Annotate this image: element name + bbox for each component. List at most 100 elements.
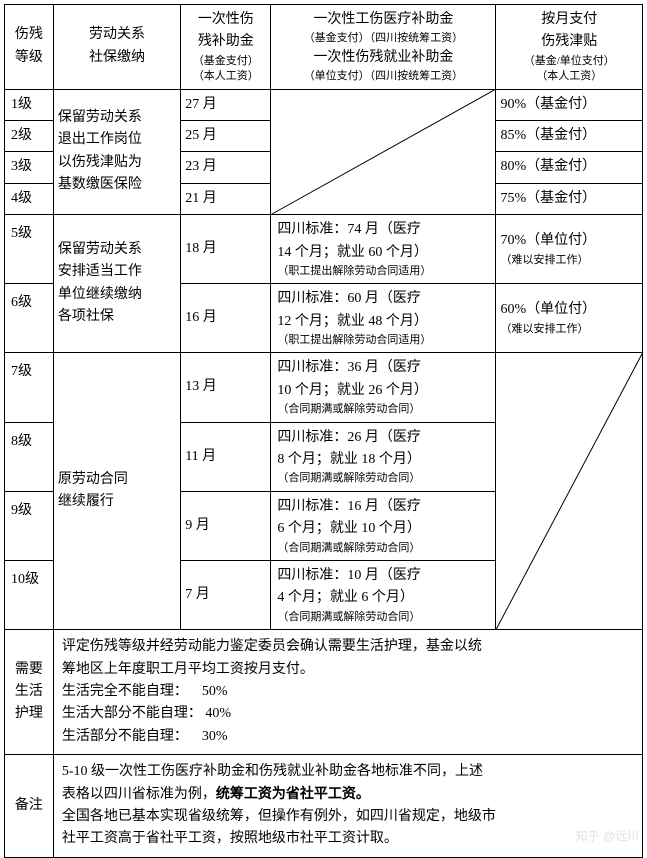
text: 4 个月；就业 6 个月） [277,590,414,605]
header-medical-employment: 一次性工伤医疗补助金 （基金支付）（四川按统筹工资） 一次性伤残就业补助金 （单… [271,5,496,90]
text: 一次性伤残就业补助金 [313,50,453,65]
text: 12 个月；就业 48 个月） [277,314,428,329]
months-cell: 11 月 [181,422,271,491]
text: 四川标准：10 月（医疗 [277,568,421,583]
months-cell: 7 月 [181,560,271,629]
row-grade-5: 5级 保留劳动关系 安排适当工作 单位继续缴纳 各项社保 18 月 四川标准：7… [5,215,643,284]
sub: （合同期满或解除劳动合同） [277,402,491,417]
standard-cell: 四川标准：74 月（医疗 14 个月；就业 60 个月） （职工提出解除劳动合同… [271,215,496,284]
text: 基数缴医保险 [58,177,142,192]
text: 筹地区上年度职工月平均工资按月支付。 [62,662,314,677]
text: 按月支付 [541,12,597,27]
sub: （难以安排工作） [500,253,638,268]
standard-cell: 四川标准：60 月（医疗 12 个月；就业 48 个月） （职工提出解除劳动合同… [271,284,496,353]
text: 70%（单位付） [500,233,596,248]
grade-cell: 1级 [5,89,54,120]
empty-diagonal-cell [271,89,496,215]
header-lumpsum: 一次性伤 残补助金 （基金支付） （本人工资） [181,5,271,90]
text: 表格以四川省标准为例， [62,787,216,802]
grade-cell: 7级 [5,353,54,422]
allowance-cell: 90%（基金付） [496,89,643,120]
text: 护理 [15,706,43,721]
text: 14 个月；就业 60 个月） [277,245,428,260]
text: 社平工资高于省社平工资，按照地级市社平工资计取。 [62,831,398,846]
text: 劳动关系 [89,27,145,42]
months-cell: 13 月 [181,353,271,422]
standard-cell: 四川标准：26 月（医疗 8 个月；就业 18 个月） （合同期满或解除劳动合同… [271,422,496,491]
sub: （职工提出解除劳动合同适用） [277,264,491,279]
text: 需要 [15,662,43,677]
sub: （本人工资） [185,69,266,84]
header-labor: 劳动关系 社保缴纳 [53,5,180,90]
text: 各项社保 [58,309,114,324]
months-cell: 21 月 [181,183,271,214]
text: 5-10 级一次性工伤医疗补助金和伤残就业补助金各地标准不同，上述 [62,764,483,779]
header-row: 伤残 等级 劳动关系 社保缴纳 一次性伤 残补助金 （基金支付） （本人工资） … [5,5,643,90]
labor-group-2: 保留劳动关系 安排适当工作 单位继续缴纳 各项社保 [53,215,180,353]
text: 社保缴纳 [89,50,145,65]
row-note: 备注 5-10 级一次性工伤医疗补助金和伤残就业补助金各地标准不同，上述 表格以… [5,755,643,858]
text: 生活 [15,684,43,699]
note-content: 5-10 级一次性工伤医疗补助金和伤残就业补助金各地标准不同，上述 表格以四川省… [53,755,642,858]
allowance-cell: 85%（基金付） [496,120,643,151]
text: 四川标准：74 月（医疗 [277,222,421,237]
sub: （合同期满或解除劳动合同） [277,541,491,556]
text: 保留劳动关系 [58,110,142,125]
sub: （基金/单位支付） [500,54,638,69]
months-cell: 27 月 [181,89,271,120]
grade-cell: 9级 [5,491,54,560]
bold-text: 统筹工资为省社平工资。 [216,787,370,802]
text: 伤残 [15,27,43,42]
text: 以伤残津贴为 [58,155,142,170]
care-content: 评定伤残等级并经劳动能力鉴定委员会确认需要生活护理，基金以统 筹地区上年度职工月… [53,630,642,755]
allowance-cell: 60%（单位付） （难以安排工作） [496,284,643,353]
labor-group-3: 原劳动合同 继续履行 [53,353,180,630]
text: 一次性伤 [198,12,254,27]
watermark: 知乎 @远川 [575,827,639,844]
row-care: 需要 生活 护理 评定伤残等级并经劳动能力鉴定委员会确认需要生活护理，基金以统 … [5,630,643,755]
sub: （职工提出解除劳动合同适用） [277,333,491,348]
sub: （单位支付）（四川按统筹工资） [275,69,491,84]
text: 残补助金 [198,34,254,49]
standard-cell: 四川标准：36 月（医疗 10 个月；就业 26 个月） （合同期满或解除劳动合… [271,353,496,422]
text: 安排适当工作 [58,264,142,279]
text: 全国各地已基本实现省级统筹，但操作有例外，如四川省规定，地级市 [62,809,496,824]
sub: （基金支付） [185,54,266,69]
text: 继续履行 [58,494,114,509]
months-cell: 9 月 [181,491,271,560]
text: 保留劳动关系 [58,242,142,257]
header-grade: 伤残 等级 [5,5,54,90]
text: 10 个月；就业 26 个月） [277,383,428,398]
sub: （合同期满或解除劳动合同） [277,610,491,625]
grade-cell: 8级 [5,422,54,491]
allowance-cell: 70%（单位付） （难以安排工作） [496,215,643,284]
labor-group-1: 保留劳动关系 退出工作岗位 以伤残津贴为 基数缴医保险 [53,89,180,215]
compensation-table: 伤残 等级 劳动关系 社保缴纳 一次性伤 残补助金 （基金支付） （本人工资） … [4,4,643,858]
grade-cell: 3级 [5,152,54,183]
allowance-cell: 80%（基金付） [496,152,643,183]
text: 四川标准：26 月（医疗 [277,430,421,445]
sub: （合同期满或解除劳动合同） [277,471,491,486]
note-label: 备注 [5,755,54,858]
grade-cell: 5级 [5,215,54,284]
text: 四川标准：60 月（医疗 [277,291,421,306]
text: 6 个月；就业 10 个月） [277,521,421,536]
header-monthly-allowance: 按月支付 伤残津贴 （基金/单位支付） （本人工资） [496,5,643,90]
months-cell: 23 月 [181,152,271,183]
sub: （基金支付）（四川按统筹工资） [275,31,491,46]
text: 单位继续缴纳 [58,287,142,302]
text: 生活部分不能自理： 30% [62,729,228,744]
row-grade-1: 1级 保留劳动关系 退出工作岗位 以伤残津贴为 基数缴医保险 27 月 90%（… [5,89,643,120]
grade-cell: 6级 [5,284,54,353]
grade-cell: 10级 [5,560,54,629]
sub: （难以安排工作） [500,322,638,337]
text: 生活大部分不能自理： 40% [62,706,231,721]
standard-cell: 四川标准：16 月（医疗 6 个月；就业 10 个月） （合同期满或解除劳动合同… [271,491,496,560]
text: 原劳动合同 [58,472,128,487]
empty-diagonal-cell [496,353,643,630]
text: 8 个月；就业 18 个月） [277,452,421,467]
allowance-cell: 75%（基金付） [496,183,643,214]
sub: （本人工资） [500,69,638,84]
text: 60%（单位付） [500,302,596,317]
grade-cell: 4级 [5,183,54,214]
